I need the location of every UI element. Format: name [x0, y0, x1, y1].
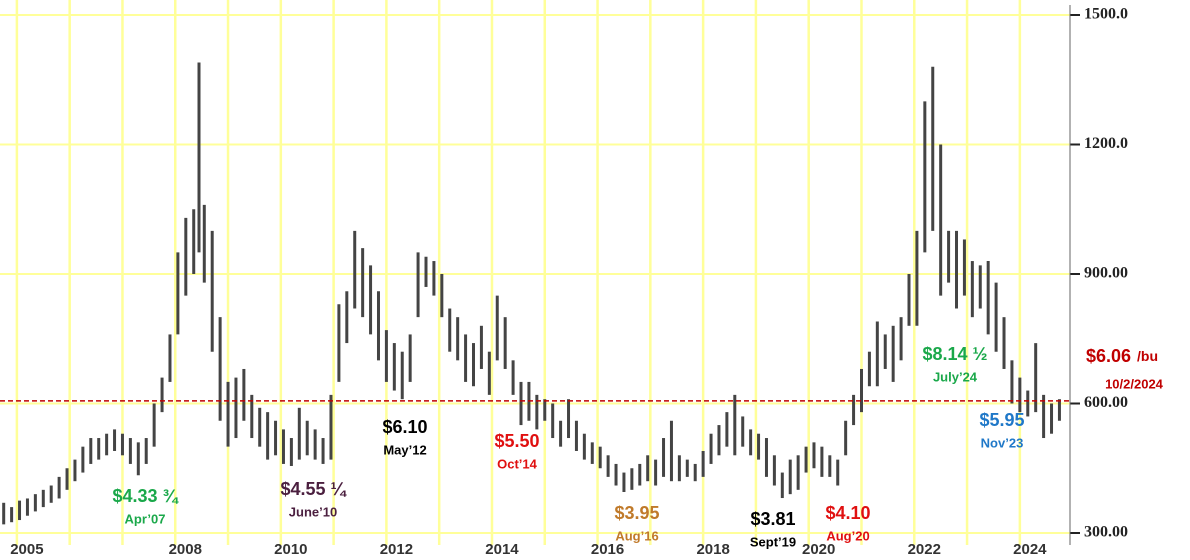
x-tick-label: 2008 — [169, 541, 202, 558]
annotation-date: Sept’19 — [750, 534, 796, 549]
y-tick-label: 600.00 — [1084, 394, 1128, 411]
annotation-price: $3.81 — [750, 509, 795, 529]
x-tick-label: 2012 — [380, 541, 413, 558]
annotation-date: June’10 — [289, 504, 337, 519]
x-tick-label: 2010 — [274, 541, 307, 558]
x-tick-label: 2018 — [696, 541, 729, 558]
annotation-price: $4.10 — [825, 503, 870, 523]
annotation-date: Aug’16 — [615, 528, 658, 543]
x-tick-label: 2005 — [10, 541, 43, 558]
x-tick-label: 2024 — [1013, 541, 1047, 558]
annotation-price: $5.95 — [979, 410, 1024, 430]
annotation-date: Aug’20 — [826, 528, 869, 543]
annotation-price: $8.14 ½ — [922, 344, 987, 364]
annotation-date: Nov’23 — [981, 435, 1024, 450]
x-tick-label: 2016 — [591, 541, 624, 558]
y-tick-label: 1500.0 — [1084, 6, 1128, 23]
reference-unit: /bu — [1137, 348, 1158, 364]
x-tick-label: 2022 — [908, 541, 941, 558]
y-tick-label: 1200.0 — [1084, 135, 1128, 152]
annotation-date: Oct’14 — [497, 456, 538, 471]
reference-date: 10/2/2024 — [1105, 376, 1164, 391]
y-tick-label: 300.00 — [1084, 524, 1128, 541]
annotation-date: July’24 — [933, 369, 978, 384]
annotation-price: $6.10 — [382, 417, 427, 437]
annotation-price: $4.55 ¼ — [280, 479, 347, 499]
annotation-date: May’12 — [383, 442, 426, 457]
x-tick-label: 2014 — [485, 541, 519, 558]
x-tick-label: 2020 — [802, 541, 835, 558]
annotation-price: $3.95 — [614, 503, 659, 523]
y-tick-label: 900.00 — [1084, 265, 1128, 282]
reference-label: $6.06/bu — [1086, 346, 1158, 366]
annotation-price: $4.33 ¾ — [112, 486, 179, 506]
reference-price: $6.06 — [1086, 346, 1131, 366]
annotation-date: Apr’07 — [125, 511, 166, 526]
annotation-price: $5.50 — [494, 431, 539, 451]
